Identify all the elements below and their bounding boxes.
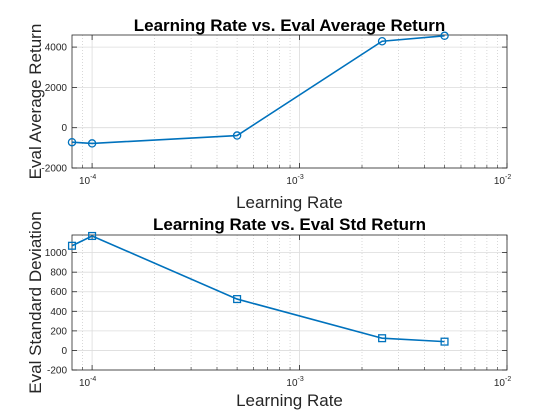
x-tick-label-base: 10 [286, 176, 298, 187]
series-line [71, 235, 445, 343]
y-axis-label: Eval Average Return [26, 24, 45, 180]
y-tick-label: 4000 [45, 43, 68, 54]
x-axis-label: Learning Rate [236, 193, 343, 212]
x-tick-label-base: 10 [494, 176, 506, 187]
x-tick-label: 10 -4 [79, 174, 96, 187]
x-tick-label-base: 10 [494, 378, 506, 389]
data-point [232, 131, 242, 140]
y-tick-label: 2000 [45, 83, 68, 94]
x-tick-label-exponent: -2 [505, 174, 511, 181]
data-point [67, 137, 77, 147]
y-tick-label: -2000 [41, 164, 67, 175]
y-tick-label: 200 [50, 326, 67, 337]
chart-title: Learning Rate vs. Eval Std Return [153, 215, 426, 234]
data-point [377, 36, 387, 46]
y-tick-label: 0 [61, 123, 67, 134]
data-point [67, 241, 77, 250]
data-point [88, 231, 97, 241]
x-tick-label: 10 -2 [494, 174, 511, 187]
y-axis-label: Eval Standard Deviation [26, 211, 45, 393]
plot-area [72, 235, 507, 370]
y-tick-label: 600 [50, 287, 67, 298]
bottom-subplot: 10 -4 10 -3 10 -2-20002004006008001000Learnin… [26, 211, 511, 410]
data-point [233, 295, 242, 304]
x-tick-label-exponent: -3 [298, 174, 304, 181]
data-point [87, 139, 97, 148]
data-point [378, 334, 387, 343]
series-line [71, 35, 445, 145]
x-tick-label: 10 -4 [79, 376, 96, 389]
data-point [440, 31, 449, 41]
axes-box [71, 34, 508, 169]
chart-title: Learning Rate vs. Eval Average Return [134, 16, 445, 35]
x-tick-label-exponent: -2 [505, 376, 511, 383]
x-tick-label: 10 -3 [286, 174, 303, 187]
x-tick-label-base: 10 [79, 378, 91, 389]
x-tick-label: 10 -2 [494, 376, 511, 389]
data-point [440, 337, 449, 346]
x-tick-label: 10 -3 [286, 376, 303, 389]
y-tick-label: 400 [50, 307, 67, 318]
x-tick-label-exponent: -3 [298, 376, 304, 383]
y-tick-label: 800 [50, 268, 67, 279]
x-axis-label: Learning Rate [236, 391, 343, 410]
x-tick-label-exponent: -4 [90, 376, 96, 383]
x-tick-label-base: 10 [286, 378, 298, 389]
axes-box [71, 234, 508, 371]
y-tick-label: 0 [61, 346, 67, 357]
x-tick-label-base: 10 [79, 176, 91, 187]
y-tick-label: 1000 [45, 248, 68, 259]
y-tick-label: -200 [47, 366, 67, 377]
x-tick-label-exponent: -4 [90, 174, 96, 181]
